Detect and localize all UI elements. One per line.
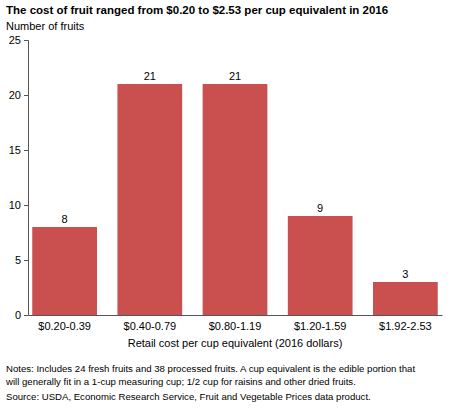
- x-axis: $0.20-0.39 $0.40-0.79 $0.80-1.19 $1.20-1.59…: [29, 315, 443, 332]
- plot: 0 5 10 15 20 25 $0.20-0.39 $0.40-0.79 $0.80-1.19…: [9, 34, 443, 332]
- bar: [203, 84, 268, 315]
- y-tick-mark: [24, 205, 28, 206]
- x-tick-label: $1.20-1.59: [294, 320, 347, 332]
- x-tick: $0.40-0.79: [124, 315, 177, 332]
- bar: [288, 216, 353, 315]
- x-tick-label: $1.92-2.53: [379, 320, 432, 332]
- data-label: 21: [229, 70, 241, 82]
- x-tick-label: $0.80-1.19: [209, 320, 262, 332]
- note: Notes: Includes 24 fresh fruits and 38 p…: [6, 363, 415, 374]
- data-labels: 8 21 21 9 3: [62, 70, 409, 280]
- title: The cost of fruit ranged from $0.20 to $…: [6, 4, 388, 16]
- x-axis-line: [29, 315, 443, 316]
- y-tick-label: 0: [15, 309, 21, 321]
- chart: The cost of fruit ranged from $0.20 to $…: [0, 0, 450, 413]
- y-tick: 25: [9, 34, 28, 46]
- y-tick-mark: [24, 315, 28, 316]
- x-tick: $1.20-1.59: [294, 315, 347, 332]
- x-tick: $0.20-0.39: [38, 315, 91, 332]
- y-axis-title: Number of fruits: [6, 20, 85, 32]
- y-tick-label: 20: [9, 89, 21, 101]
- x-tick: $0.80-1.19: [209, 315, 262, 332]
- y-tick-mark: [24, 260, 28, 261]
- x-tick: $1.92-2.53: [379, 315, 432, 332]
- bar: [117, 84, 182, 315]
- y-tick-mark: [24, 150, 28, 151]
- x-tick-label: $0.40-0.79: [124, 320, 177, 332]
- bar: [32, 227, 97, 315]
- source: Source: USDA, Economic Research Service,…: [6, 391, 371, 402]
- data-label: 3: [402, 268, 408, 280]
- y-tick-label: 10: [9, 199, 21, 211]
- y-tick: 20: [9, 89, 28, 101]
- y-tick: 0: [15, 309, 28, 321]
- y-tick-label: 25: [9, 34, 21, 46]
- y-tick-label: 5: [15, 254, 21, 266]
- data-label: 21: [144, 70, 156, 82]
- x-tick-label: $0.20-0.39: [38, 320, 91, 332]
- y-tick: 5: [15, 254, 28, 266]
- y-axis-line: [24, 41, 29, 316]
- y-tick: 15: [9, 144, 28, 156]
- note: will generally fit in a 1-cup measuring …: [5, 376, 356, 387]
- data-label: 8: [62, 213, 68, 225]
- bar: [373, 282, 438, 315]
- y-tick-mark: [24, 40, 28, 41]
- y-tick: 10: [9, 199, 28, 211]
- bars: [32, 84, 437, 315]
- y-tick-mark: [24, 95, 28, 96]
- x-axis-title: Retail cost per cup equivalent (2016 dol…: [128, 337, 343, 349]
- data-label: 9: [317, 202, 323, 214]
- y-tick-label: 15: [9, 144, 21, 156]
- y-axis: 0 5 10 15 20 25: [9, 34, 29, 321]
